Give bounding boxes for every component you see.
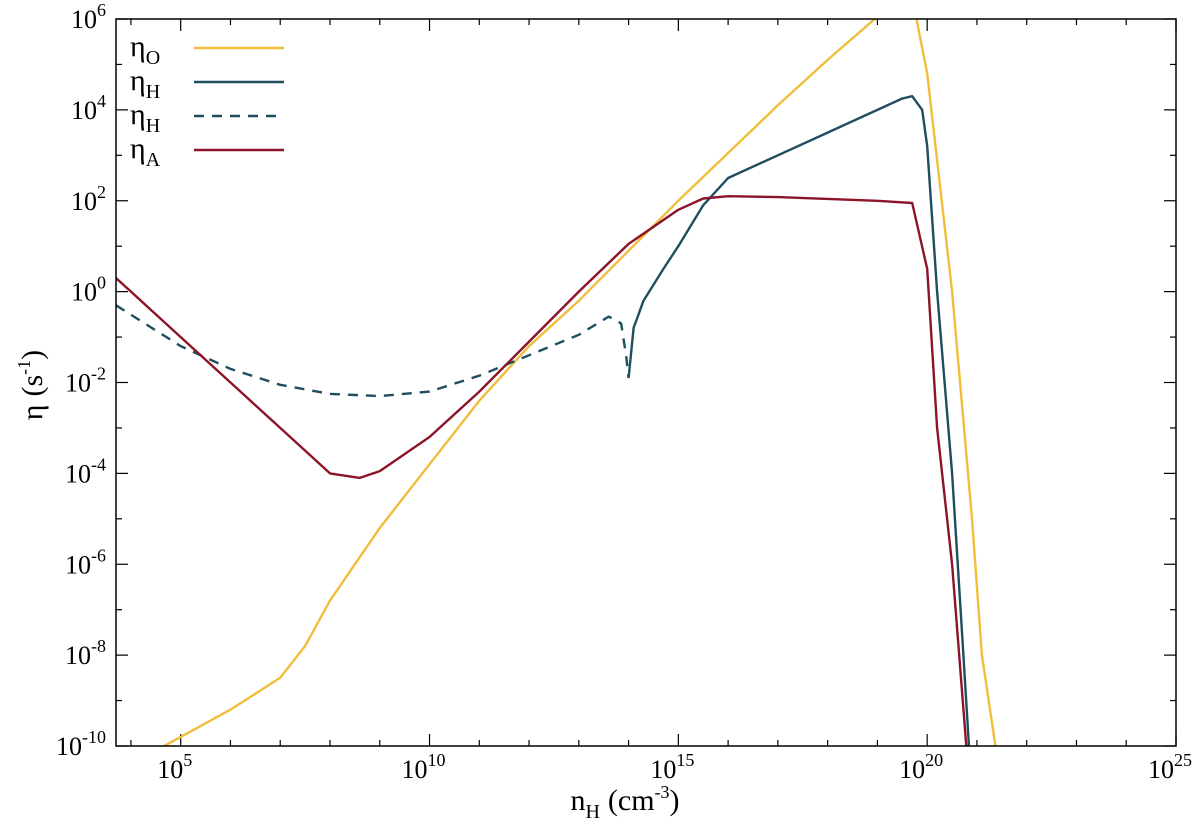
legend-label: ηA [130,132,161,171]
series-line-o-0 [161,19,877,746]
series-layer [116,19,997,746]
y-tick-label: 106 [71,0,106,34]
plot-frame [115,18,1177,747]
x-tick-label: 1020 [899,750,943,784]
legend-label: ηH [130,64,160,103]
tick-labels: 105 1010 1015 1020 1025 10-10 10-8 10-6 10-4 10-2… [56,0,1192,784]
y-tick-label: 100 [71,273,106,307]
legend-entry: ηO [130,30,284,69]
legend-entry: ηA [130,132,284,171]
y-tick-label: 102 [71,182,106,216]
y-tick-label: 10-6 [65,545,106,579]
series-line-o-high-1 [915,19,997,746]
x-tick-label: 1025 [1148,750,1192,784]
x-tick-label: 1015 [650,750,694,784]
legend-label: ηO [130,30,160,69]
legend-entry: ηH [130,64,284,103]
x-axis-label: nH (cm-3) [570,782,679,823]
y-tick-label: 104 [71,91,106,125]
y-tick-label: 10-10 [56,727,106,761]
y-tick-label: 10-8 [65,636,106,670]
y-tick-label: 10-4 [65,454,106,488]
series-line-h-negative-3 [116,304,630,398]
axis-ticks [116,18,1177,747]
y-tick-label: 10-2 [65,364,106,398]
y-axis-label: η(s-1) [14,350,49,420]
series-line-a-4 [116,195,968,746]
x-tick-label: 105 [157,750,192,784]
legend-label: ηH [130,98,160,137]
legend-entry: ηH [130,98,284,137]
series-line-h-2 [627,95,971,746]
x-tick-label: 1010 [402,750,446,784]
